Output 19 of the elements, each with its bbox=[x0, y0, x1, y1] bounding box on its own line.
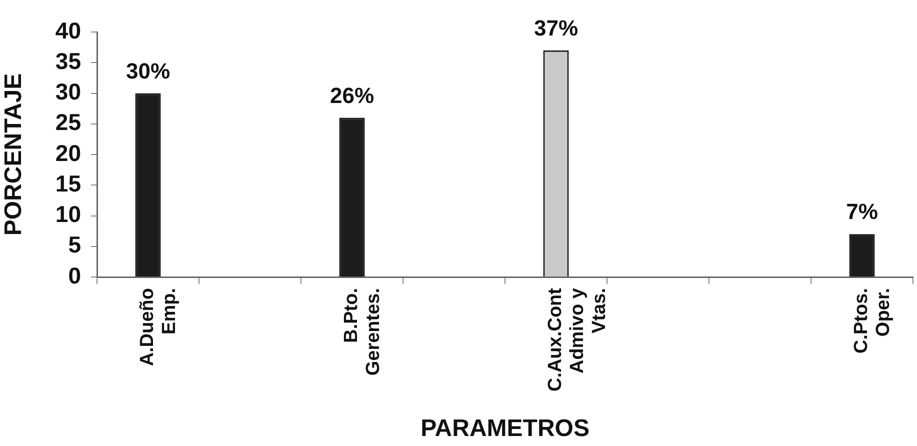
x-tick-label: A.Dueño Emp. bbox=[137, 288, 180, 366]
y-tick-label: 0 bbox=[68, 262, 81, 288]
y-tick-label: 10 bbox=[55, 201, 81, 228]
data-label: 26% bbox=[330, 82, 374, 108]
x-tick-label: B.Pto. Gerentes. bbox=[341, 288, 384, 376]
y-tick-label: 15 bbox=[55, 170, 82, 196]
data-label: 30% bbox=[126, 58, 170, 84]
x-tick-label: C.Aux.Cont Admivo y Vtas. bbox=[545, 287, 610, 392]
y-tick-label: 30 bbox=[55, 78, 81, 105]
y-tick-label: 20 bbox=[55, 140, 81, 166]
y-axis-title: PORCENTAJE bbox=[0, 73, 28, 236]
x-axis-title: PARAMETROS bbox=[420, 415, 590, 442]
y-tick-label: 35 bbox=[55, 48, 82, 74]
y-tick-label: 40 bbox=[55, 17, 81, 44]
y-tick-label: 25 bbox=[55, 109, 82, 136]
x-tick-label: C.Ptos. Oper. bbox=[851, 288, 894, 354]
data-label: 7% bbox=[846, 199, 878, 224]
y-tick-label: 5 bbox=[68, 232, 82, 258]
data-label: 37% bbox=[534, 15, 578, 40]
